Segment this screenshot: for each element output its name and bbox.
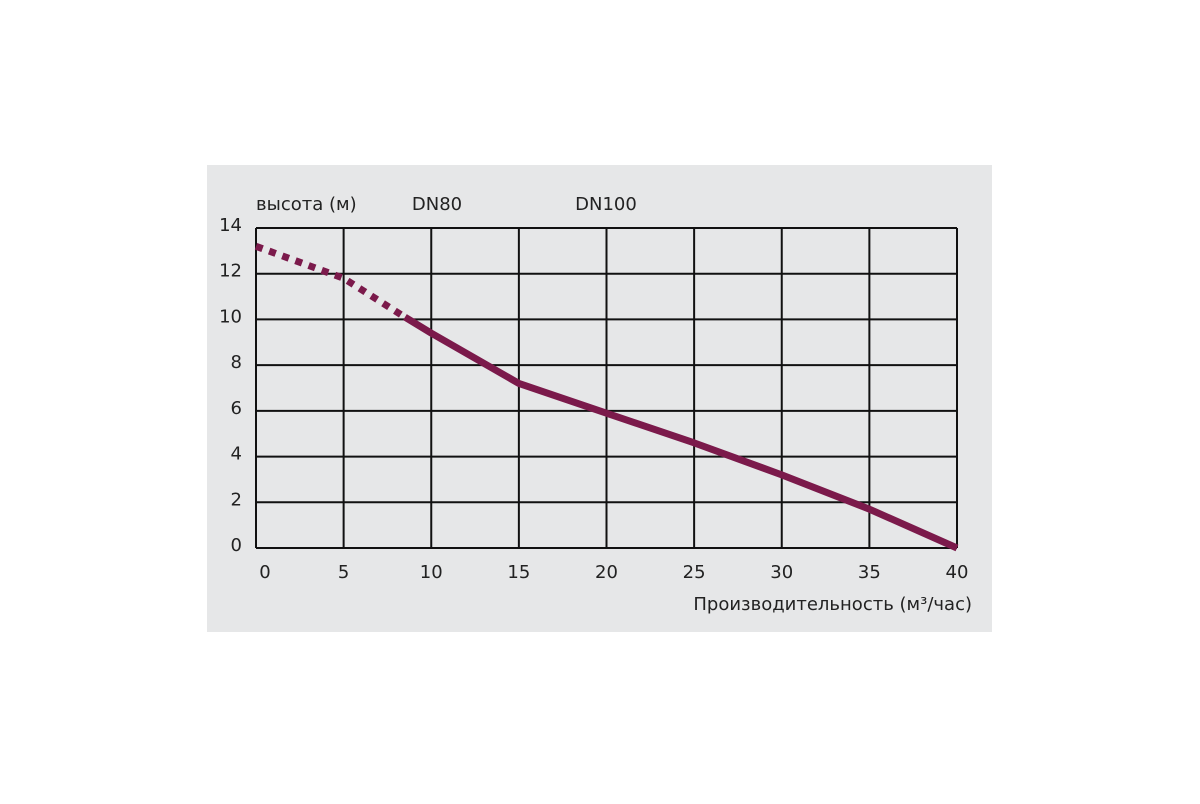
x-tick-label: 35 [858, 562, 881, 583]
y-tick-label: 12 [219, 261, 242, 282]
y-tick-label: 4 [231, 444, 242, 465]
x-tick-label: 30 [770, 562, 793, 583]
annotation: DN80 [412, 194, 462, 215]
x-axis-label: Производительность (м³/час) [693, 594, 972, 615]
x-tick-label: 25 [683, 562, 706, 583]
x-tick-label: 10 [420, 562, 443, 583]
y-axis-label: высота (м) [256, 194, 357, 215]
annotation: DN100 [575, 194, 637, 215]
y-tick-label: 2 [231, 489, 242, 510]
y-tick-label: 14 [219, 215, 242, 236]
y-tick-label: 0 [231, 535, 242, 556]
x-tick-label: 15 [507, 562, 530, 583]
y-tick-label: 10 [219, 306, 242, 327]
data-line [403, 314, 959, 552]
data-line [254, 242, 407, 321]
chart-panel [207, 165, 992, 632]
x-tick-label: 40 [946, 562, 969, 583]
y-tick-label: 8 [231, 352, 242, 373]
y-tick-label: 6 [231, 398, 242, 419]
x-tick-label: 5 [338, 562, 349, 583]
x-tick-label: 0 [259, 562, 270, 583]
x-tick-label: 20 [595, 562, 618, 583]
